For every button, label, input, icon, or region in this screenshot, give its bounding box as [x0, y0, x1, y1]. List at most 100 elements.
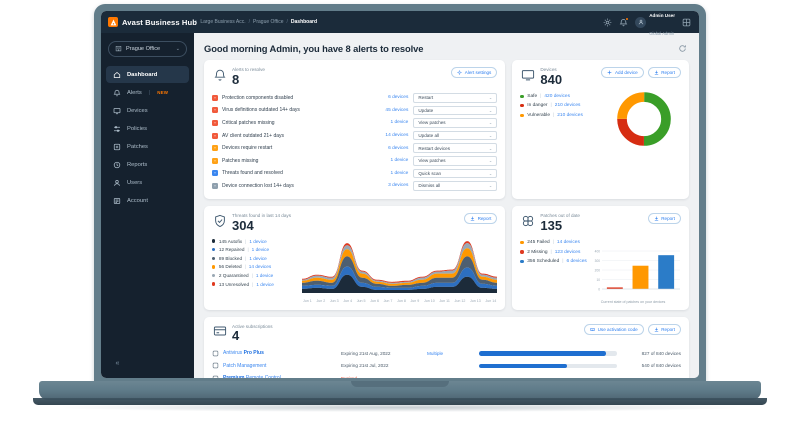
- alert-device-count[interactable]: 3 devices: [388, 183, 409, 189]
- sidebar-item-reports[interactable]: Reports: [106, 156, 189, 173]
- alert-action-label: Dismiss all: [418, 183, 441, 189]
- alert-device-count[interactable]: 14 devices: [385, 133, 409, 139]
- breadcrumb-item-1[interactable]: Prague Office: [253, 19, 284, 25]
- subscription-extra[interactable]: Multiple: [427, 350, 444, 356]
- grid-apps-icon[interactable]: [682, 18, 691, 27]
- alerts-card: Alerts to resolve 8 Alert settings: [204, 60, 506, 200]
- alert-row[interactable]: Virus definitions outdated 14+ days 45 de…: [212, 104, 498, 117]
- subscription-row[interactable]: Premium Remote ControlExpired: [212, 372, 681, 378]
- patches-legend: 245 Failed | 14 devices 2 Missing | 123 devic…: [520, 238, 681, 267]
- alert-row[interactable]: Critical patches missing 1 device View pat…: [212, 117, 498, 130]
- alert-label: Device connection lost 14+ days: [222, 182, 294, 189]
- sidebar-item-account[interactable]: Account: [106, 192, 189, 209]
- sidebar-collapse-button[interactable]: «: [115, 360, 120, 367]
- add-device-button[interactable]: Add device: [601, 67, 644, 78]
- legend-label: Safe: [527, 93, 538, 99]
- legend-value[interactable]: 1 device: [256, 281, 274, 287]
- alert-device-count[interactable]: 1 device: [390, 170, 409, 176]
- alert-row[interactable]: Protection components disabled 6 devices R…: [212, 92, 498, 105]
- alert-action-select[interactable]: View patches ⌄: [413, 156, 498, 166]
- chevron-down-icon: ⌄: [488, 133, 493, 139]
- subscription-row[interactable]: Antivirus Pro Plus Expiring 21st Aug, 202…: [212, 347, 681, 359]
- devices-report-button[interactable]: Report: [647, 67, 681, 78]
- bell-icon[interactable]: [619, 16, 630, 27]
- alert-settings-button[interactable]: Alert settings: [451, 67, 498, 78]
- subscription-name[interactable]: Patch Management: [223, 362, 267, 369]
- patches-report-label: Report: [661, 216, 675, 222]
- legend-value[interactable]: 14 devices: [248, 264, 272, 270]
- threats-count: 304: [232, 217, 254, 233]
- patches-report-button[interactable]: Report: [647, 213, 681, 225]
- use-activation-code-button[interactable]: Use activation code: [584, 323, 644, 335]
- home-icon[interactable]: ⌂: [194, 19, 198, 25]
- devices-card: Devices 840 Add device: [512, 60, 689, 200]
- home-icon: [113, 71, 121, 79]
- remote-icon: [212, 375, 219, 378]
- legend-value[interactable]: 1 device: [249, 255, 267, 261]
- legend-label: 12 Repaired: [218, 247, 245, 253]
- shield-icon: [212, 350, 219, 357]
- subscription-name[interactable]: Antivirus Pro Plus: [223, 350, 264, 357]
- legend-value[interactable]: 1 device: [255, 272, 274, 278]
- sidebar-item-alerts[interactable]: Alerts | NEW: [106, 84, 189, 101]
- user-menu[interactable]: Admin User Global Admin: [635, 11, 675, 40]
- chevron-down-icon: ⌄: [175, 46, 180, 52]
- alerts-card-actions: Alert settings: [451, 67, 498, 78]
- legend-separator: |: [550, 249, 552, 255]
- alert-action-select[interactable]: Restart ⌄: [413, 93, 498, 103]
- office-selector[interactable]: Prague Office ⌄: [108, 41, 187, 57]
- alert-row[interactable]: Patches missing 1 device View patches ⌄: [212, 154, 498, 167]
- legend-row: 145 Autofix | 1 device: [212, 237, 302, 246]
- sidebar-item-patches[interactable]: Patches: [106, 138, 189, 155]
- alert-severity-icon: [212, 94, 218, 101]
- sidebar-item-policies[interactable]: Policies: [106, 120, 189, 137]
- alert-device-count[interactable]: 1 device: [390, 120, 409, 126]
- alert-device-count[interactable]: 6 devices: [388, 95, 409, 101]
- alert-action-select[interactable]: Restart devices ⌄: [413, 143, 498, 153]
- alert-row[interactable]: Threats found and resolved 1 device Quick …: [212, 167, 498, 180]
- legend-value[interactable]: 210 devices: [557, 112, 583, 118]
- sidebar-item-dashboard[interactable]: Dashboard: [106, 66, 189, 83]
- devices-donut-chart: [615, 90, 673, 153]
- legend-color-dot: [520, 250, 524, 254]
- subscriptions-report-button[interactable]: Report: [647, 323, 681, 335]
- legend-value[interactable]: 14 devices: [556, 240, 580, 245]
- alert-action-select[interactable]: Dismiss all ⌄: [413, 181, 498, 191]
- alert-device-count[interactable]: 1 device: [390, 158, 409, 164]
- breadcrumb-item-2: Dashboard: [290, 19, 318, 25]
- alert-row[interactable]: Devices require restart 6 devices Restart …: [212, 142, 498, 155]
- alert-action-select[interactable]: Update all ⌄: [413, 130, 498, 141]
- x-axis-tick: Jun 1: [303, 298, 312, 303]
- alert-action-select[interactable]: View patches ⌄: [413, 118, 498, 128]
- brand[interactable]: Avast Business Hub: [101, 17, 197, 27]
- legend-value[interactable]: 123 devices: [554, 249, 581, 255]
- alert-row[interactable]: AV client outdated 21+ days 14 devices Upd…: [212, 129, 498, 142]
- gear-icon[interactable]: [603, 18, 612, 27]
- chevron-down-icon: ⌄: [488, 120, 493, 126]
- bar-missing: [606, 287, 623, 289]
- legend-value[interactable]: 420 devices: [544, 93, 570, 99]
- threats-report-button[interactable]: Report: [464, 213, 498, 225]
- alert-device-count[interactable]: 45 devices: [385, 107, 409, 113]
- legend-value[interactable]: 6 devices: [566, 259, 587, 264]
- legend-value[interactable]: 1 device: [251, 247, 270, 253]
- subscription-row[interactable]: Patch Management Expiring 21st Jul, 2022 5…: [212, 360, 681, 372]
- legend-value[interactable]: 1 device: [249, 238, 267, 244]
- subscription-expiry: Expiring 21st Aug, 2022: [341, 350, 391, 356]
- alert-row[interactable]: Device connection lost 14+ days 3 devices…: [212, 180, 498, 193]
- alert-device-count[interactable]: 6 devices: [388, 145, 409, 151]
- sidebar-item-devices[interactable]: Devices: [106, 102, 189, 119]
- credit-card-icon: [212, 324, 227, 339]
- legend-label: 356 Scheduled: [527, 259, 560, 264]
- user-name: Admin User: [649, 12, 675, 18]
- legend-value[interactable]: 210 devices: [554, 103, 581, 109]
- cards-row-3: Active subscriptions 4 Use activation co…: [204, 316, 689, 378]
- refresh-icon[interactable]: [678, 44, 687, 53]
- subscription-name[interactable]: Premium Remote Control: [223, 375, 341, 378]
- breadcrumb-item-0[interactable]: Large Business Acc.: [200, 19, 246, 25]
- alert-action-select[interactable]: Update ⌄: [413, 105, 498, 116]
- cards-row-2: Threats found in last 14 days 304 Report: [204, 206, 689, 310]
- alert-action-select[interactable]: Quick scan ⌄: [413, 168, 498, 179]
- sidebar-new-badge: NEW: [157, 90, 169, 95]
- sidebar-item-users[interactable]: Users: [106, 174, 189, 191]
